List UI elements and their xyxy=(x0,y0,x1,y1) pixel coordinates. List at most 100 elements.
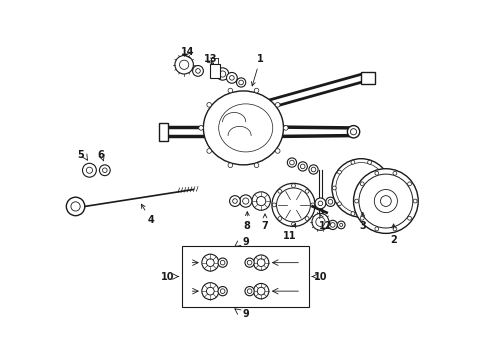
Circle shape xyxy=(332,159,391,217)
Circle shape xyxy=(340,223,343,226)
Circle shape xyxy=(202,283,219,300)
Circle shape xyxy=(311,167,316,172)
Circle shape xyxy=(408,216,412,220)
Circle shape xyxy=(386,186,390,190)
Circle shape xyxy=(175,55,194,74)
Bar xyxy=(182,247,309,307)
Ellipse shape xyxy=(219,104,273,152)
Circle shape xyxy=(237,78,246,87)
Circle shape xyxy=(315,198,326,209)
Circle shape xyxy=(355,199,359,203)
Circle shape xyxy=(254,163,259,167)
Text: 6: 6 xyxy=(98,150,104,160)
Circle shape xyxy=(257,259,265,266)
Bar xyxy=(361,72,375,84)
Text: 10: 10 xyxy=(314,271,327,282)
Text: 12: 12 xyxy=(319,215,333,231)
Circle shape xyxy=(290,160,294,165)
Ellipse shape xyxy=(203,91,283,165)
Circle shape xyxy=(102,168,107,172)
Circle shape xyxy=(71,202,80,211)
Text: 4: 4 xyxy=(142,204,154,225)
Circle shape xyxy=(375,171,379,175)
Circle shape xyxy=(243,198,249,204)
Circle shape xyxy=(312,213,329,230)
Circle shape xyxy=(368,161,371,164)
Circle shape xyxy=(316,217,325,226)
Circle shape xyxy=(347,126,360,138)
Text: 2: 2 xyxy=(390,224,397,244)
Circle shape xyxy=(253,283,269,299)
Circle shape xyxy=(226,72,237,83)
Circle shape xyxy=(305,217,309,220)
Text: 5: 5 xyxy=(77,150,84,160)
Circle shape xyxy=(300,164,305,169)
Circle shape xyxy=(328,220,337,230)
Circle shape xyxy=(393,171,397,175)
Circle shape xyxy=(278,217,282,220)
Circle shape xyxy=(408,182,412,186)
Circle shape xyxy=(381,195,391,206)
Circle shape xyxy=(220,289,225,293)
Circle shape xyxy=(228,163,233,167)
Circle shape xyxy=(360,182,364,186)
Circle shape xyxy=(305,189,309,193)
Circle shape xyxy=(359,174,413,228)
Circle shape xyxy=(309,165,318,174)
Circle shape xyxy=(245,258,254,267)
Text: 10: 10 xyxy=(161,271,175,282)
Circle shape xyxy=(179,60,189,69)
Circle shape xyxy=(206,287,214,295)
Circle shape xyxy=(330,222,335,227)
Circle shape xyxy=(337,221,345,229)
Circle shape xyxy=(272,183,315,226)
Circle shape xyxy=(240,195,252,207)
Circle shape xyxy=(338,202,342,206)
Circle shape xyxy=(254,88,259,93)
Circle shape xyxy=(278,189,282,193)
Circle shape xyxy=(257,197,266,206)
Circle shape xyxy=(375,227,379,231)
Text: 7: 7 xyxy=(262,214,269,231)
Text: 11: 11 xyxy=(283,224,296,241)
Circle shape xyxy=(218,287,227,296)
Circle shape xyxy=(336,163,387,213)
Circle shape xyxy=(381,170,385,174)
Circle shape xyxy=(368,212,371,216)
Text: 9: 9 xyxy=(243,309,249,319)
Circle shape xyxy=(360,216,364,220)
Circle shape xyxy=(207,149,212,153)
Circle shape xyxy=(354,169,418,233)
Circle shape xyxy=(196,69,200,73)
Circle shape xyxy=(381,202,385,206)
Circle shape xyxy=(350,129,357,135)
Circle shape xyxy=(207,103,212,107)
Circle shape xyxy=(328,199,333,204)
Circle shape xyxy=(253,255,269,270)
Circle shape xyxy=(275,103,280,107)
Circle shape xyxy=(298,162,307,171)
Circle shape xyxy=(99,165,110,176)
Circle shape xyxy=(220,260,225,265)
Text: 13: 13 xyxy=(204,54,218,64)
Circle shape xyxy=(217,68,229,80)
Bar xyxy=(159,122,168,141)
Circle shape xyxy=(275,149,280,153)
Circle shape xyxy=(252,192,270,210)
Circle shape xyxy=(202,254,219,271)
Circle shape xyxy=(245,287,254,296)
Circle shape xyxy=(206,259,214,266)
Circle shape xyxy=(86,167,93,173)
Text: 3: 3 xyxy=(359,212,366,231)
Circle shape xyxy=(287,158,296,167)
Circle shape xyxy=(311,203,315,207)
Circle shape xyxy=(247,260,252,265)
Circle shape xyxy=(351,212,355,216)
Circle shape xyxy=(218,258,227,267)
Text: 9: 9 xyxy=(243,237,249,247)
Circle shape xyxy=(351,161,355,164)
Circle shape xyxy=(374,189,397,213)
Circle shape xyxy=(326,197,335,206)
Bar xyxy=(210,64,220,78)
Circle shape xyxy=(66,197,85,216)
